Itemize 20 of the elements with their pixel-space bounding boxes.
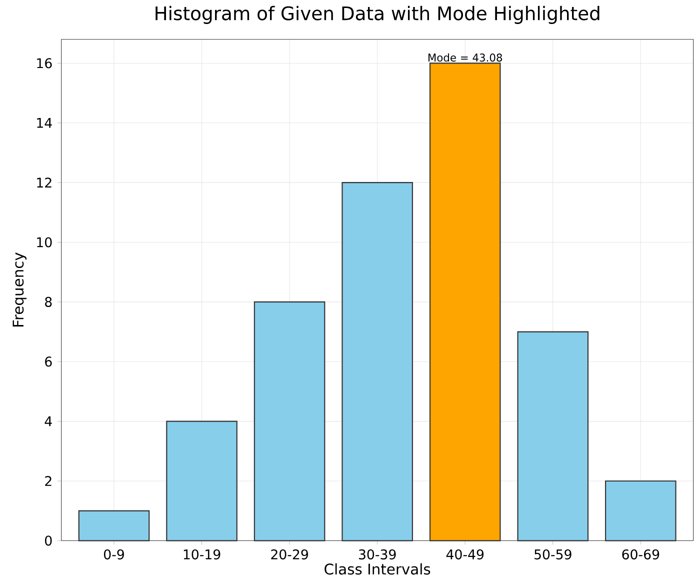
x-tick-label: 0-9 [104, 549, 124, 560]
y-tick-label: 0 [45, 536, 52, 546]
x-tick-label: 20-29 [271, 549, 308, 560]
y-tick-label: 12 [37, 178, 52, 188]
y-tick-label: 10 [37, 237, 52, 248]
y-axis-title: Frequency [12, 252, 27, 326]
x-tick-label: 60-69 [622, 549, 660, 560]
y-tick-label: 2 [45, 476, 52, 486]
x-tick-label: 30-39 [358, 549, 396, 560]
y-tick-label: 14 [37, 118, 52, 128]
x-tick-label: 10-19 [184, 549, 220, 560]
y-tick-label: 8 [45, 296, 52, 307]
x-axis-title: Class Intervals [324, 563, 430, 575]
y-tick-label: 6 [45, 356, 52, 367]
x-tick-label: 40-49 [446, 549, 484, 560]
chart-title: Histogram of Given Data with Mode Highlighted [156, 6, 600, 24]
x-tick-label: 50-59 [534, 549, 572, 560]
y-tick-label: 16 [37, 58, 52, 68]
annotation: Mode = 43.08 [428, 53, 502, 62]
y-tick-label: 4 [44, 416, 52, 426]
